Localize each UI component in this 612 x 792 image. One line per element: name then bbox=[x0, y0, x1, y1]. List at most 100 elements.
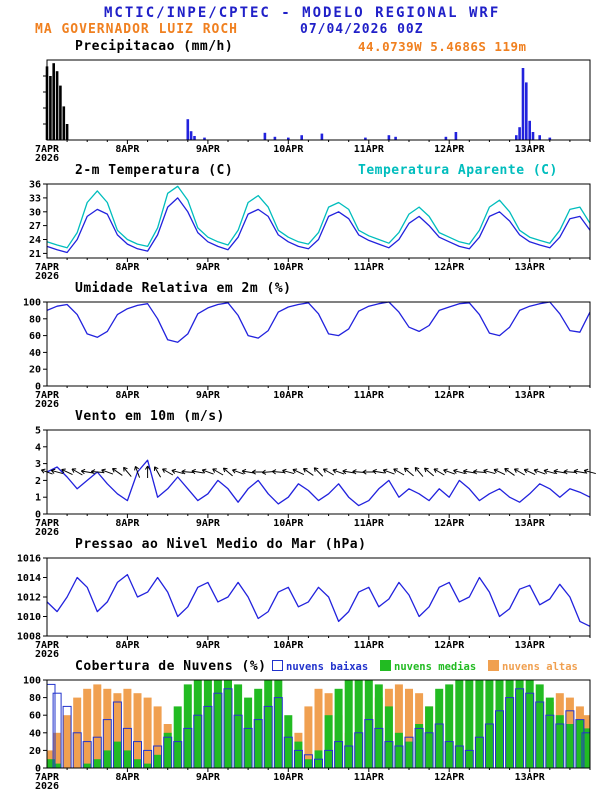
nuvens-medias-bar bbox=[495, 680, 504, 768]
temperatura-2m-line bbox=[46, 197, 591, 254]
x-tick-label: 9APR bbox=[196, 640, 221, 651]
x-tick-label: 8APR bbox=[115, 518, 140, 529]
nuvens-medias-bar bbox=[123, 750, 132, 768]
plot-frame bbox=[46, 59, 591, 141]
precip-bar bbox=[525, 82, 528, 140]
precip-bars bbox=[45, 63, 552, 141]
nuvens-medias-bar bbox=[294, 741, 303, 768]
station-name: MA GOVERNADOR LUIZ ROCH bbox=[35, 22, 239, 37]
nuvens-medias-bar bbox=[515, 680, 524, 768]
y-tick-label: 20 bbox=[29, 746, 41, 757]
velocidade-vento-line bbox=[46, 459, 591, 507]
wind-barb-icon bbox=[382, 468, 395, 475]
x-tick-label: 12APR bbox=[434, 144, 465, 155]
wind-barb-icon bbox=[162, 468, 174, 476]
nuvens-medias-bar bbox=[555, 715, 564, 768]
wind-barb-icon bbox=[232, 468, 244, 475]
x-tick-label: 7APR bbox=[35, 144, 60, 155]
wind-barb-icon bbox=[393, 468, 405, 476]
x-tick-label: 12APR bbox=[434, 640, 465, 651]
precip-bar bbox=[193, 136, 196, 140]
nuvens-medias-bar bbox=[475, 680, 484, 768]
x-year-label: 2026 bbox=[35, 271, 59, 282]
precip-bar bbox=[55, 71, 59, 140]
axes: 7APR 8APR 9APR 10APR 11APR 12APR 13APR 2026 0 20 4… bbox=[23, 298, 591, 410]
x-year-label: 2026 bbox=[35, 527, 59, 538]
apparent-temp-label: Temperatura Aparente (C) bbox=[358, 163, 558, 178]
clouds-chart: 7APR 8APR 9APR 10APR 11APR 12APR 13APR 2026 0 20 4… bbox=[23, 676, 591, 792]
y-tick-label: 27 bbox=[29, 221, 41, 232]
wind-barb-icon bbox=[313, 467, 324, 477]
nuvens-medias-bar bbox=[505, 680, 514, 768]
y-tick-label: 1 bbox=[35, 493, 41, 504]
nuvens-medias-bar bbox=[93, 759, 102, 768]
temp-title-row: 2-m Temperatura (C) Temperatura Aparente… bbox=[0, 162, 612, 178]
x-tick-label: 7APR bbox=[35, 640, 60, 651]
nuvens-medias-bar bbox=[565, 724, 574, 768]
wind-barb-icon bbox=[342, 468, 355, 475]
x-tick-label: 8APR bbox=[115, 144, 140, 155]
nuvens-medias-bar bbox=[525, 680, 534, 768]
nuvens-medias-bar bbox=[445, 684, 454, 768]
wind-barb-icon bbox=[483, 468, 496, 475]
temperatura-aparente-line bbox=[46, 185, 591, 249]
pressao-nivel-mar-line bbox=[46, 573, 591, 627]
humidity-title: Umidade Relativa em 2m (%) bbox=[75, 281, 292, 296]
y-tick-label: 0 bbox=[35, 510, 41, 521]
wind-barb-icon bbox=[332, 468, 345, 475]
wind-barb-icon bbox=[513, 468, 526, 476]
precip-bar bbox=[273, 136, 277, 140]
wind-barb-icon bbox=[322, 468, 335, 476]
nuvens-medias-bar bbox=[254, 688, 263, 768]
x-tick-label: 10APR bbox=[273, 262, 304, 273]
precip-bar bbox=[531, 132, 535, 140]
axes: 7APR 8APR 9APR 10APR 11APR 12APR 13APR 2026 0 20 4… bbox=[23, 676, 591, 792]
y-tick-label: 36 bbox=[29, 180, 41, 191]
nuvens-medias-bar bbox=[455, 680, 464, 768]
x-tick-label: 11APR bbox=[354, 772, 385, 783]
nuvens-medias-bar bbox=[304, 759, 313, 768]
nuvens-medias-bar bbox=[47, 759, 55, 768]
wind-barb-icon bbox=[123, 466, 132, 477]
precip-bar bbox=[528, 120, 531, 140]
wind-barb-icon bbox=[424, 467, 435, 477]
precip-bar bbox=[186, 119, 190, 140]
x-tick-label: 9APR bbox=[196, 262, 221, 273]
nuvens-altas-bar bbox=[405, 688, 413, 768]
precip-bar bbox=[52, 63, 55, 141]
wind-barb-icon bbox=[272, 469, 285, 475]
legend-nuvens-medias: nuvens medias bbox=[380, 660, 476, 673]
x-tick-label: 10APR bbox=[273, 390, 304, 401]
wind-barb-icon bbox=[144, 465, 151, 478]
x-year-label: 2026 bbox=[35, 399, 59, 410]
y-tick-label: 33 bbox=[29, 193, 41, 204]
nuvens-medias-bar bbox=[384, 706, 393, 768]
x-tick-label: 10APR bbox=[273, 144, 304, 155]
wind-barb-icon bbox=[303, 468, 314, 476]
nuvens-medias-bar bbox=[173, 706, 182, 768]
nuvens-medias-bar bbox=[545, 697, 554, 768]
y-tick-label: 24 bbox=[29, 235, 41, 246]
x-tick-label: 12APR bbox=[434, 262, 465, 273]
x-tick-label: 8APR bbox=[115, 772, 140, 783]
low-clouds-swatch-icon bbox=[272, 660, 283, 671]
plot-frame bbox=[46, 557, 591, 637]
y-tick-label: 0 bbox=[35, 764, 41, 775]
y-tick-label: 2 bbox=[35, 476, 41, 487]
cloud-bars-nuvens-medias bbox=[47, 680, 590, 768]
x-tick-label: 13APR bbox=[515, 390, 546, 401]
nuvens-medias-bar bbox=[113, 741, 122, 768]
x-tick-label: 10APR bbox=[273, 518, 304, 529]
wind-barb-icon bbox=[433, 468, 445, 476]
pressure-chart: 7APR 8APR 9APR 10APR 11APR 12APR 13APR 2026 1008… bbox=[17, 554, 591, 660]
panel-humidity: Umidade Relativa em 2m (%) 7APR 8APR 9APR 1… bbox=[0, 280, 612, 410]
precip-bar bbox=[189, 131, 193, 140]
precip-bar bbox=[394, 136, 397, 140]
nuvens-medias-bar bbox=[575, 719, 584, 768]
y-tick-label: 80 bbox=[29, 693, 41, 704]
nuvens-altas-bar bbox=[83, 688, 92, 768]
wind-barb-icon bbox=[153, 466, 162, 478]
y-tick-label: 100 bbox=[23, 676, 41, 687]
nuvens-medias-bar bbox=[163, 732, 172, 768]
wind-barb-icon bbox=[171, 468, 184, 475]
